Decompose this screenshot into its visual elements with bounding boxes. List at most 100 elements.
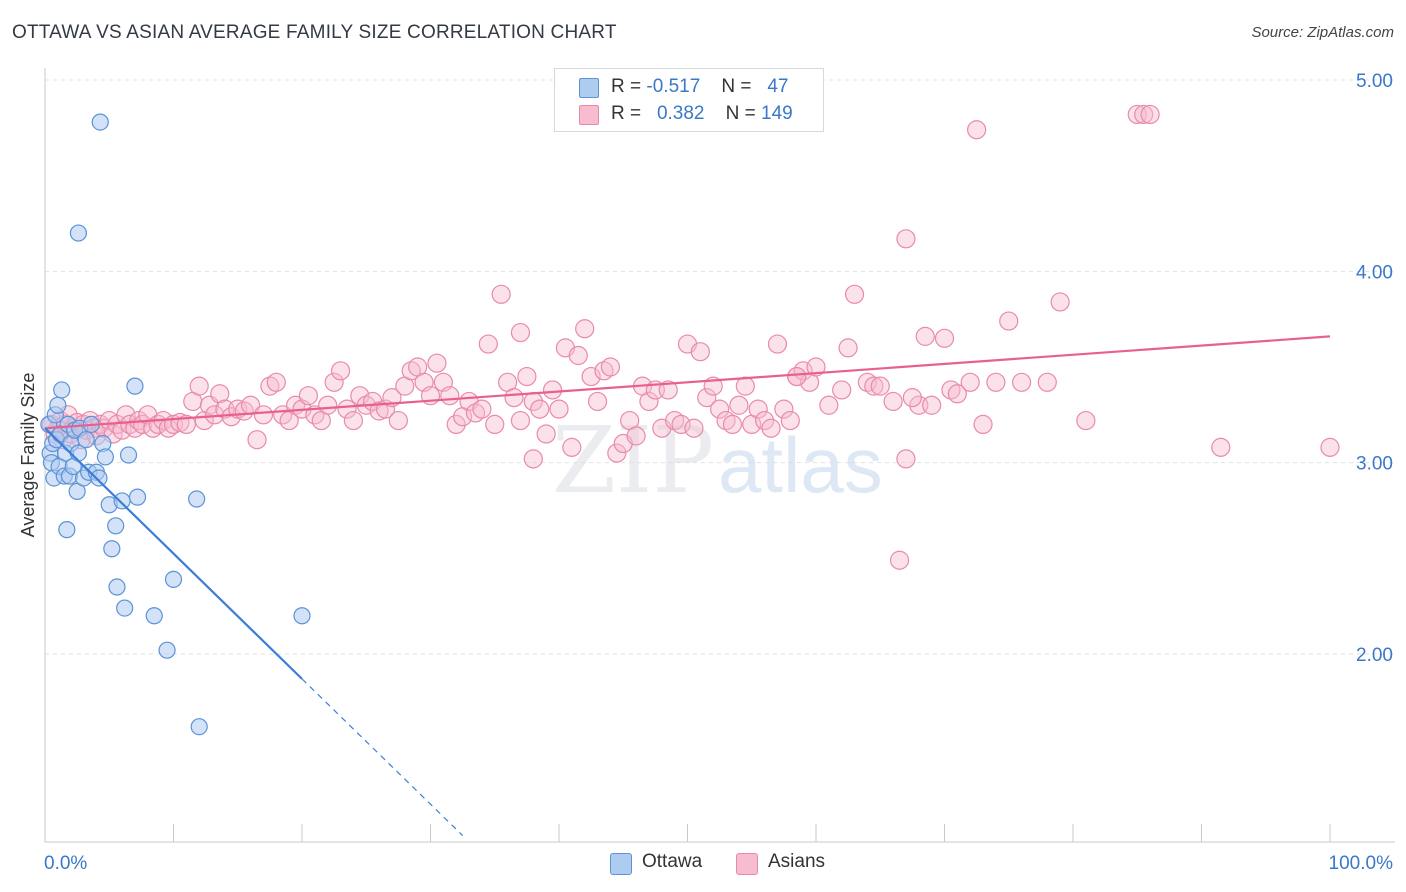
asians-point xyxy=(536,424,556,444)
asians-point xyxy=(388,410,408,431)
asians-point xyxy=(832,380,852,400)
ottawa-trendline xyxy=(44,427,303,680)
asians-trendline xyxy=(44,335,1331,430)
watermark: ZIP atlas xyxy=(552,407,883,514)
asians-point xyxy=(947,384,967,404)
ottawa-trendline-extension xyxy=(301,678,464,836)
ottawa-point xyxy=(113,492,131,510)
asians-point xyxy=(1037,372,1057,392)
bottom-ottawa-swatch xyxy=(610,853,632,875)
ottawa-point xyxy=(293,607,311,625)
asians-point xyxy=(639,391,659,412)
asians-point xyxy=(337,399,357,419)
source-label: Source: ZipAtlas.com xyxy=(1251,24,1394,41)
asians-point xyxy=(587,391,608,412)
asians-point xyxy=(517,366,537,387)
asians-point xyxy=(485,414,505,434)
legend-asians-text: R = 0.382 N = 149 xyxy=(611,103,793,124)
asians-point xyxy=(478,334,498,354)
y-tick-label: 5.00 xyxy=(1356,71,1393,92)
watermark-atlas: atlas xyxy=(718,421,883,509)
ottawa-point xyxy=(190,718,208,736)
asians-point xyxy=(1211,437,1231,457)
ottawa-point xyxy=(116,599,134,617)
bottom-asians-label: Asians xyxy=(768,851,826,872)
asians-point xyxy=(253,405,274,425)
asians-point xyxy=(735,376,755,396)
asians-point xyxy=(748,399,768,419)
gridlines xyxy=(45,79,1395,655)
y-tick-label: 2.00 xyxy=(1356,645,1393,666)
asians-point xyxy=(819,395,839,415)
asians-point xyxy=(806,357,826,377)
legend-ottawa-text: R = -0.517 N = 47 xyxy=(611,76,789,97)
ottawa-point xyxy=(53,381,71,399)
trendlines xyxy=(44,335,1331,836)
asians-point xyxy=(607,443,627,463)
asians-point xyxy=(729,395,749,415)
ottawa-point xyxy=(145,607,163,625)
axis-labels: 2.00 3.00 4.00 5.00 0.0% 100.0% xyxy=(44,71,1393,874)
ottawa-point xyxy=(119,446,138,464)
asians-point xyxy=(562,437,582,457)
asians-point xyxy=(690,342,710,362)
asians-point xyxy=(542,380,563,400)
ottawa-swatch xyxy=(579,78,599,98)
y-tick-label: 4.00 xyxy=(1356,262,1393,283)
asians-point xyxy=(999,311,1019,331)
asians-point xyxy=(684,418,704,438)
asians-point xyxy=(1011,372,1032,392)
asians-point xyxy=(754,410,775,431)
asians-point xyxy=(774,399,794,419)
asians-point xyxy=(143,418,163,438)
asians-point xyxy=(600,357,621,377)
asians-point xyxy=(247,430,267,450)
ottawa-point xyxy=(128,488,147,506)
asians-point xyxy=(967,120,987,140)
asians-point xyxy=(1050,292,1070,312)
asians-point xyxy=(504,388,524,408)
asians-point xyxy=(838,338,858,358)
asians-point xyxy=(298,386,319,406)
asians-point xyxy=(530,399,550,419)
asians-point xyxy=(870,376,890,396)
asians-point xyxy=(767,334,788,354)
asians-point xyxy=(710,399,730,419)
asians-point xyxy=(549,399,569,419)
bottom-asians-swatch xyxy=(736,853,758,875)
asians-point xyxy=(896,449,916,469)
ottawa-point xyxy=(90,469,108,487)
asians-point xyxy=(915,326,935,346)
ottawa-point xyxy=(107,517,125,535)
asians-point xyxy=(575,319,595,339)
ottawa-point xyxy=(96,448,114,466)
x-tick-label-min: 0.0% xyxy=(44,853,87,874)
ottawa-point xyxy=(164,570,183,588)
correlation-legend: R = -0.517 N = 47 R = 0.382 N = 149 xyxy=(554,68,824,132)
asians-point xyxy=(896,229,916,249)
asians-point xyxy=(523,449,543,469)
asians-point xyxy=(864,376,884,396)
asians-point xyxy=(330,361,351,381)
asians-point xyxy=(934,328,955,348)
ottawa-point xyxy=(49,396,67,414)
ottawa-point xyxy=(103,540,121,558)
asians-point xyxy=(697,388,717,408)
asians-point xyxy=(510,322,531,343)
asians-point xyxy=(324,372,344,392)
asians-point xyxy=(671,414,691,434)
asians-point xyxy=(780,410,800,431)
chart-title: OTTAWA VS ASIAN AVERAGE FAMILY SIZE CORR… xyxy=(12,22,617,43)
asians-point xyxy=(491,284,511,304)
asians-point xyxy=(658,380,678,400)
asians-point xyxy=(902,388,922,408)
watermark-zip: ZIP xyxy=(552,407,714,514)
asians-point xyxy=(440,386,460,406)
asians-point xyxy=(722,414,743,434)
asians-point xyxy=(210,384,230,404)
asians-point xyxy=(189,376,209,396)
ottawa-point xyxy=(126,377,144,395)
asians-points xyxy=(41,104,1340,570)
asians-point xyxy=(568,345,588,366)
